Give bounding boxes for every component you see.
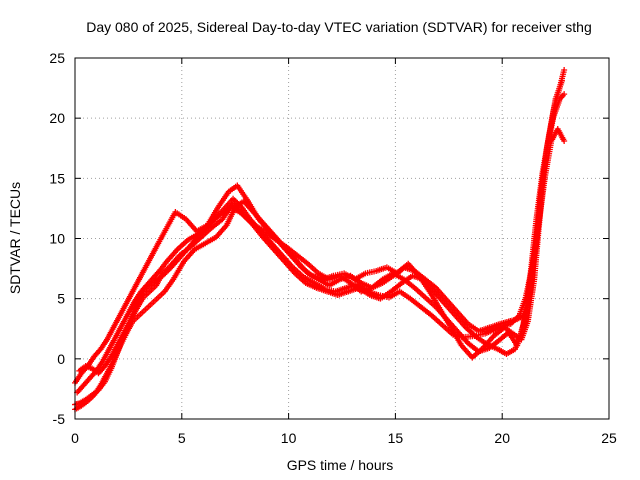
x-tick-label: 5 [178,430,186,446]
y-tick-label: 15 [49,170,65,186]
data-point [561,138,568,145]
y-tick-label: 25 [49,50,65,66]
y-tick-label: 20 [49,110,65,126]
y-tick-label: 5 [57,291,65,307]
data-point [559,77,566,84]
y-axis-label: SDTVAR / TECUs [7,182,23,294]
y-tick-label: 10 [49,231,65,247]
y-tick-label: -5 [53,411,66,427]
y-tick-label: 0 [57,351,65,367]
x-tick-label: 20 [494,430,510,446]
data-layer [72,67,568,413]
chart-title: Day 080 of 2025, Sidereal Day-to-day VTE… [86,19,592,35]
x-tick-label: 10 [281,430,297,446]
tick-layer: 0 5 10 15 20 25 -5 0 5 10 15 20 25 [49,50,617,446]
grid-layer [75,58,609,419]
x-tick-label: 0 [71,430,79,446]
data-point [561,91,568,98]
x-tick-label: 25 [601,430,617,446]
x-tick-label: 15 [388,430,404,446]
data-point [561,67,568,74]
x-axis-label: GPS time / hours [287,457,394,473]
series-trace-e [76,77,566,377]
